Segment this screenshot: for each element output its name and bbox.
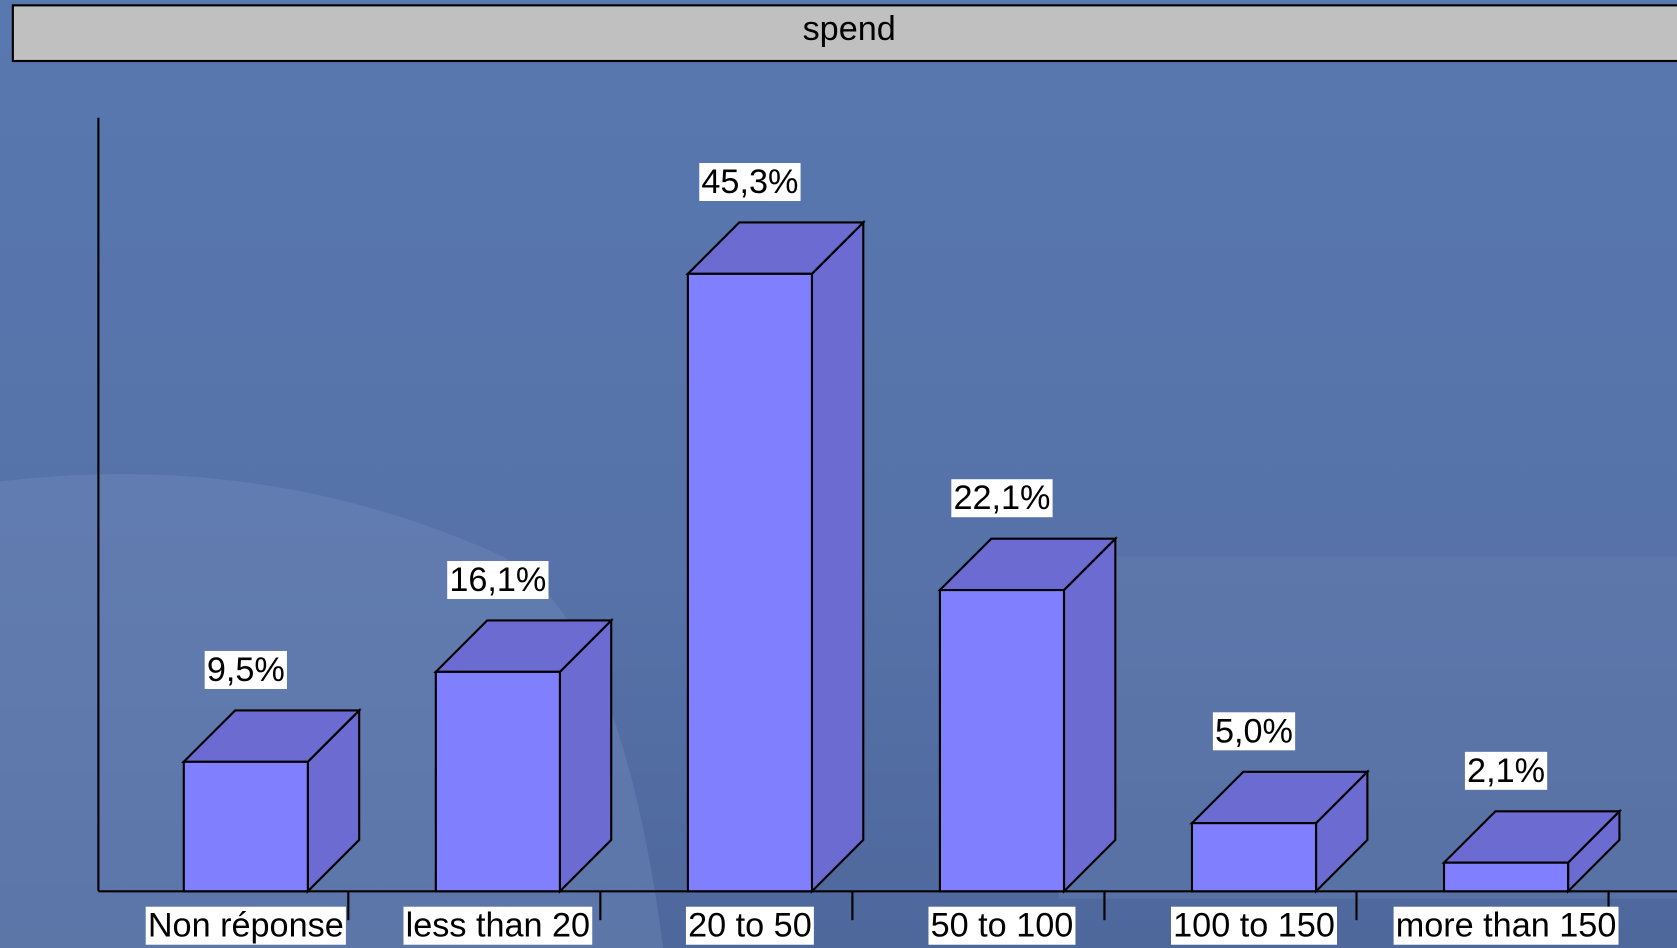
bar xyxy=(938,588,1066,893)
bar xyxy=(686,272,814,893)
bar-side xyxy=(810,219,865,894)
x-tick-label-box xyxy=(1393,906,1619,945)
value-label: 16,1% xyxy=(449,561,546,599)
x-tick-label-box xyxy=(145,906,346,945)
value-label: 5,0% xyxy=(1215,712,1293,750)
value-label: 45,3% xyxy=(701,163,798,201)
x-tick-label-box xyxy=(685,906,814,945)
x-tick-label: 20 to 50 xyxy=(688,907,812,945)
value-label-box xyxy=(204,650,287,689)
x-tick-label: Non réponse xyxy=(148,907,344,945)
value-label: 9,5% xyxy=(207,651,285,689)
bar xyxy=(182,760,309,893)
bar xyxy=(434,670,561,893)
x-tick-label: 50 to 100 xyxy=(931,907,1074,945)
value-label-box xyxy=(699,162,801,201)
value-label-box xyxy=(1464,751,1548,790)
x-tick-label-box xyxy=(928,906,1076,945)
title-bar xyxy=(11,4,1677,63)
bar-side xyxy=(1062,536,1117,894)
value-label-box xyxy=(1212,712,1296,751)
value-label: 2,1% xyxy=(1467,752,1545,790)
bar xyxy=(1190,822,1318,893)
x-tick-label: 100 to 150 xyxy=(1173,907,1335,945)
x-tick-label: less than 20 xyxy=(406,907,590,945)
value-label: 22,1% xyxy=(953,479,1050,517)
x-tick-label-box xyxy=(1171,906,1338,945)
x-tick-label: more than 150 xyxy=(1396,907,1617,945)
chart-title: spend xyxy=(803,10,896,48)
x-tick-label-box xyxy=(403,906,593,945)
value-label-box xyxy=(951,479,1053,518)
bar xyxy=(1442,861,1570,893)
value-label-box xyxy=(447,561,549,600)
